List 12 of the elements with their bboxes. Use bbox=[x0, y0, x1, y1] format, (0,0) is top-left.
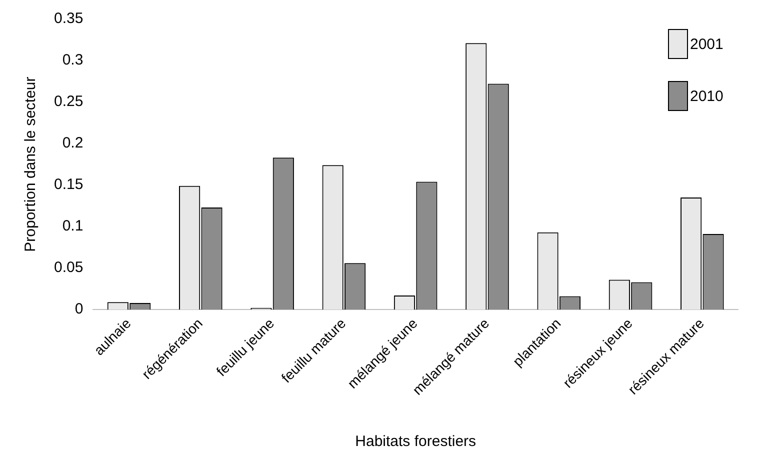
legend-label: 2010 bbox=[690, 88, 724, 104]
y-tick-label: 0.05 bbox=[54, 259, 84, 276]
x-axis-title: Habitats forestiers bbox=[355, 433, 476, 450]
legend-label: 2001 bbox=[690, 36, 724, 52]
y-tick-label: 0.35 bbox=[54, 10, 84, 28]
y-tick-label: 0.3 bbox=[62, 52, 84, 69]
y-tick-label: 0.15 bbox=[54, 176, 84, 194]
y-axis-title: Proportion dans le secteur bbox=[22, 76, 40, 252]
y-tick-label: 0.2 bbox=[62, 134, 84, 152]
y-tick-label: 0.25 bbox=[54, 93, 84, 110]
y-tick-label: 0 bbox=[74, 300, 84, 318]
y-tick-label: 0.1 bbox=[62, 218, 84, 235]
